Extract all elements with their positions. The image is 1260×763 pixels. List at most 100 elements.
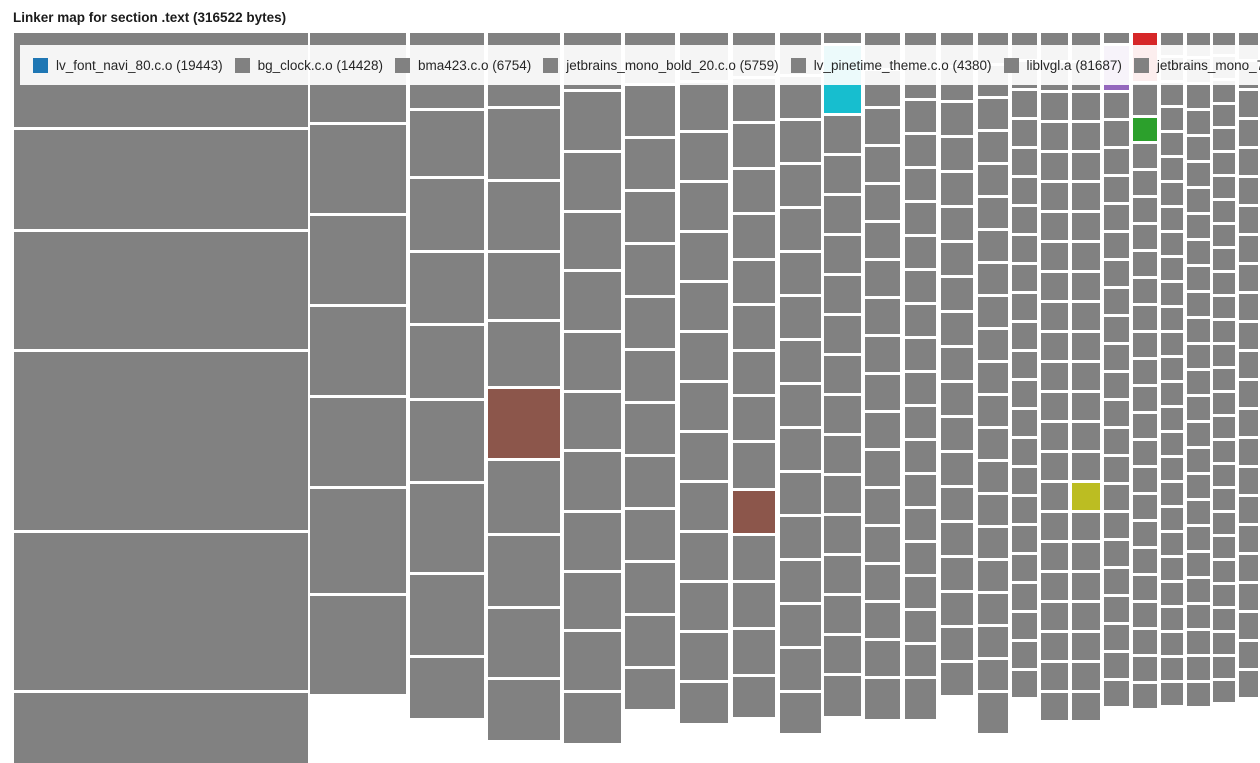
treemap-cell[interactable] <box>780 605 821 646</box>
treemap-cell[interactable] <box>941 488 973 520</box>
treemap-cell[interactable] <box>1012 642 1037 668</box>
treemap-cell[interactable] <box>1133 198 1157 222</box>
treemap-cell[interactable] <box>1072 243 1100 270</box>
treemap-cell[interactable] <box>941 208 973 240</box>
treemap-cell[interactable] <box>1239 555 1258 581</box>
treemap-cell[interactable] <box>733 261 775 303</box>
treemap-cell[interactable] <box>1133 603 1157 627</box>
treemap-cell[interactable] <box>941 138 973 170</box>
treemap-cell[interactable] <box>1187 241 1210 264</box>
treemap-cell[interactable] <box>941 558 973 590</box>
treemap-cell[interactable] <box>865 223 900 258</box>
treemap-cell[interactable] <box>1213 129 1235 150</box>
treemap-cell[interactable] <box>941 173 973 205</box>
treemap-cell[interactable] <box>680 333 728 380</box>
treemap-cell[interactable] <box>1161 583 1183 605</box>
treemap-cell[interactable] <box>733 443 775 488</box>
treemap-cell[interactable] <box>488 253 560 319</box>
treemap-cell[interactable] <box>625 192 675 242</box>
treemap-cell[interactable] <box>488 680 560 740</box>
treemap-cell[interactable] <box>1041 513 1068 540</box>
treemap-cell[interactable] <box>564 693 621 743</box>
treemap-cell[interactable] <box>865 641 900 676</box>
treemap-cell[interactable] <box>1239 468 1258 494</box>
treemap-cell[interactable] <box>680 133 728 180</box>
treemap-cell[interactable] <box>625 669 675 709</box>
treemap-cell[interactable] <box>1133 252 1157 276</box>
treemap-cell[interactable] <box>905 679 936 719</box>
treemap-cell[interactable] <box>1041 243 1068 270</box>
treemap-cell[interactable] <box>978 396 1008 426</box>
treemap-cell[interactable] <box>1041 603 1068 630</box>
treemap-cell[interactable] <box>824 396 861 433</box>
treemap-cell[interactable] <box>1104 625 1129 650</box>
treemap-cell[interactable] <box>1133 279 1157 303</box>
treemap-cell[interactable] <box>1041 693 1068 720</box>
treemap-cell[interactable] <box>733 583 775 627</box>
treemap-cell[interactable] <box>1187 111 1210 134</box>
treemap-cell[interactable] <box>905 169 936 200</box>
treemap-cell[interactable] <box>1161 608 1183 630</box>
treemap-cell[interactable] <box>905 475 936 506</box>
treemap-cell[interactable] <box>1187 631 1210 654</box>
treemap-cell[interactable] <box>1104 457 1129 482</box>
treemap-cell[interactable] <box>824 276 861 313</box>
treemap-cell[interactable] <box>978 330 1008 360</box>
treemap-cell[interactable] <box>1213 369 1235 390</box>
treemap-cell[interactable] <box>978 528 1008 558</box>
treemap-cell[interactable] <box>978 462 1008 492</box>
treemap-cell[interactable] <box>865 527 900 562</box>
treemap-cell[interactable] <box>1213 513 1235 534</box>
treemap-cell[interactable] <box>780 517 821 558</box>
treemap-cell[interactable] <box>1012 120 1037 146</box>
treemap-cell[interactable] <box>1239 352 1258 378</box>
treemap-cell[interactable] <box>1161 108 1183 130</box>
treemap-cell[interactable] <box>1072 453 1100 480</box>
treemap-cell[interactable] <box>1041 93 1068 120</box>
treemap-cell[interactable] <box>1041 663 1068 690</box>
treemap-cell[interactable] <box>1161 83 1183 105</box>
treemap-cell[interactable] <box>1104 289 1129 314</box>
treemap-cell[interactable] <box>1104 93 1129 118</box>
treemap-cell[interactable] <box>824 596 861 633</box>
treemap-cell[interactable] <box>680 483 728 530</box>
treemap-cell[interactable] <box>680 183 728 230</box>
treemap-cell[interactable] <box>824 116 861 153</box>
treemap-cell[interactable] <box>1104 177 1129 202</box>
treemap-cell[interactable] <box>905 305 936 336</box>
treemap-cell[interactable] <box>1161 683 1183 705</box>
treemap-cell[interactable] <box>1072 363 1100 390</box>
treemap-cell[interactable] <box>14 533 308 690</box>
treemap-cell[interactable] <box>941 628 973 660</box>
treemap-cell[interactable] <box>865 337 900 372</box>
treemap-cell[interactable] <box>310 216 406 304</box>
treemap-cell[interactable] <box>1187 553 1210 576</box>
treemap-cell[interactable] <box>1133 306 1157 330</box>
treemap-cell[interactable] <box>941 663 973 695</box>
treemap-cell[interactable] <box>1133 495 1157 519</box>
treemap-cell[interactable] <box>978 429 1008 459</box>
treemap-cell[interactable] <box>733 397 775 440</box>
treemap-cell[interactable] <box>865 109 900 144</box>
treemap-cell[interactable] <box>1187 423 1210 446</box>
treemap-cell[interactable] <box>1187 371 1210 394</box>
treemap-cell[interactable] <box>1213 345 1235 366</box>
treemap-cell[interactable] <box>1213 177 1235 198</box>
treemap-cell[interactable] <box>1041 573 1068 600</box>
treemap-cell[interactable] <box>1213 249 1235 270</box>
treemap-cell[interactable] <box>978 99 1008 129</box>
treemap-cell[interactable] <box>1239 584 1258 610</box>
treemap-cell[interactable] <box>1104 149 1129 174</box>
treemap-cell[interactable] <box>780 561 821 602</box>
treemap-cell[interactable] <box>865 299 900 334</box>
treemap-cell[interactable] <box>625 457 675 507</box>
treemap-cell[interactable] <box>1012 149 1037 175</box>
treemap-cell[interactable] <box>1213 585 1235 606</box>
treemap-cell[interactable] <box>905 543 936 574</box>
treemap-cell[interactable] <box>1213 393 1235 414</box>
treemap-cell[interactable] <box>680 533 728 580</box>
treemap-cell[interactable] <box>1239 439 1258 465</box>
treemap-cell[interactable] <box>1012 584 1037 610</box>
treemap-cell[interactable] <box>1104 541 1129 566</box>
treemap-cell[interactable] <box>1161 408 1183 430</box>
